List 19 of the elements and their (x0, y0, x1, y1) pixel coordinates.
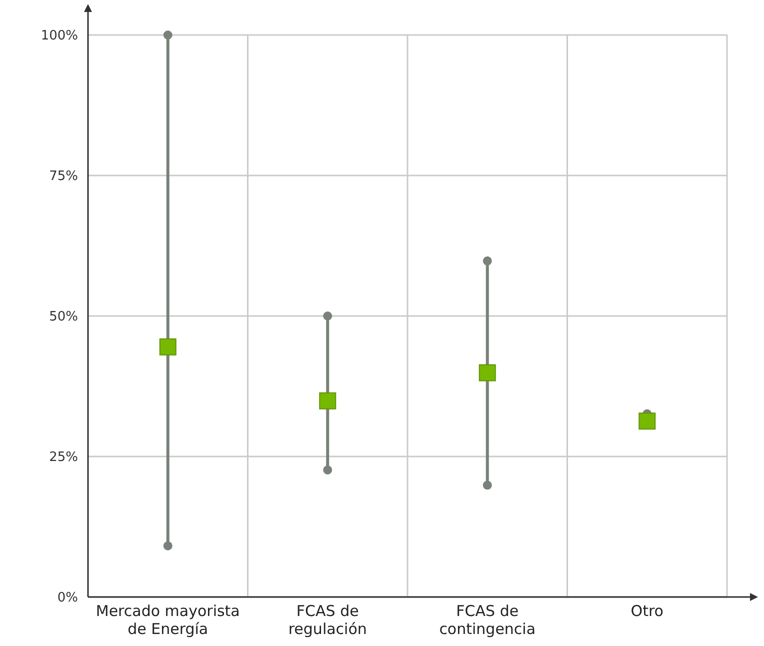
point (163, 541, 172, 550)
x-tick-label: Mercado mayorista de Energía (96, 602, 240, 638)
point (638, 412, 656, 430)
y-tick-label: 25% (49, 450, 78, 466)
x-tick-label: FCAS de contingencia (439, 602, 536, 638)
point (159, 338, 176, 356)
y-tick-label: 0% (57, 590, 78, 606)
point (323, 312, 332, 320)
point (482, 480, 492, 490)
point (323, 465, 332, 474)
x-tick-label: Otro (630, 602, 664, 620)
y-tick-label: 50% (49, 310, 78, 325)
point (478, 364, 496, 382)
x-tick-label: FCAS de regulación (288, 602, 367, 638)
point (482, 256, 492, 266)
point (319, 392, 336, 410)
y-tick-label: 100% (40, 28, 78, 44)
y-tick-label: 75% (49, 169, 78, 184)
point (163, 30, 172, 40)
